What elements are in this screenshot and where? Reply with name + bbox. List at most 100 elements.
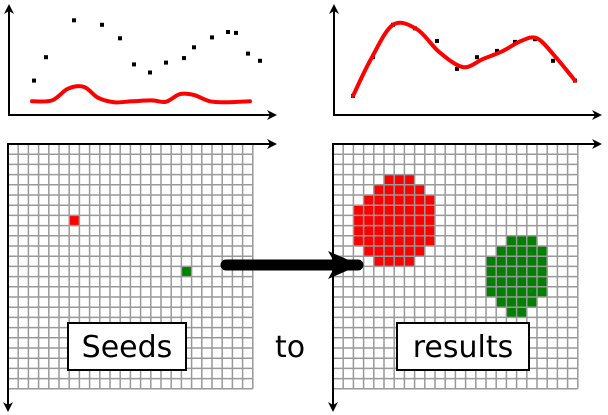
grid-cell <box>424 225 435 236</box>
grid-cell <box>516 286 527 297</box>
grid-cell <box>486 286 497 297</box>
grid-cell <box>404 246 415 257</box>
grid-cell <box>373 215 384 226</box>
plot-dot <box>148 70 152 75</box>
left-plot-dots <box>32 18 262 83</box>
plot-dot <box>455 66 459 71</box>
plot-dot <box>118 36 122 41</box>
grid-cell <box>394 256 405 267</box>
grid-cell <box>486 276 497 287</box>
grid-cell <box>384 256 395 267</box>
grid-cell <box>516 246 527 257</box>
left-plot <box>3 4 277 120</box>
plot-dot <box>495 48 499 53</box>
grid-cell <box>526 235 537 246</box>
grid-cell <box>373 256 384 267</box>
grid-cell <box>496 286 507 297</box>
plot-dot <box>132 62 136 67</box>
grid-cell <box>496 266 507 277</box>
grid-cell <box>526 246 537 257</box>
grid-cell <box>486 256 497 267</box>
grid-cell <box>384 205 395 216</box>
results-label-box: results <box>396 322 530 371</box>
grid-cell <box>424 215 435 226</box>
grid-cell <box>537 266 548 277</box>
grid-cell <box>516 297 527 308</box>
grid-cell <box>414 184 425 195</box>
grid-cell <box>404 184 415 195</box>
grid-cell <box>506 256 517 267</box>
grid-cell <box>394 184 405 195</box>
grid-cell <box>404 225 415 236</box>
grid-cell <box>404 256 415 267</box>
grid-cell <box>384 195 395 206</box>
seed-cells <box>69 215 192 277</box>
grid-cell <box>353 235 364 246</box>
grid-cell <box>496 256 507 267</box>
grid-cell <box>394 195 405 206</box>
grid-cell <box>496 246 507 257</box>
grid-cell <box>181 266 192 277</box>
right-plot-curve <box>351 20 577 98</box>
grid-cell <box>363 205 374 216</box>
grid-cell <box>537 286 548 297</box>
plot-dot <box>258 58 262 63</box>
grid-cell <box>404 195 415 206</box>
grid-cell <box>516 307 527 318</box>
grid-cell <box>506 276 517 287</box>
plot-dot <box>72 18 76 23</box>
grid-cell <box>537 256 548 267</box>
grid-cell <box>526 297 537 308</box>
grid-cell <box>516 256 527 267</box>
grid-cell <box>363 246 374 257</box>
grid-cell <box>424 235 435 246</box>
plot-dot <box>246 51 250 56</box>
grid-cell <box>506 235 517 246</box>
grid-cell <box>394 215 405 226</box>
grid-cell <box>516 276 527 287</box>
grid-cell <box>363 195 374 206</box>
result-cells <box>353 174 548 318</box>
grid-cell <box>373 246 384 257</box>
grid-cell <box>506 246 517 257</box>
grid-cell <box>373 225 384 236</box>
grid-cell <box>353 205 364 216</box>
grid-cell <box>404 205 415 216</box>
grid-cell <box>384 225 395 236</box>
grid-cell <box>394 174 405 185</box>
grid-cell <box>384 246 395 257</box>
plot-dot <box>551 58 555 63</box>
grid-cell <box>414 215 425 226</box>
plot-dot <box>192 45 196 50</box>
left-plot-curve <box>30 84 252 105</box>
grid-cell <box>69 215 80 226</box>
plot-dot <box>32 78 36 83</box>
grid-cell <box>496 297 507 308</box>
grid-cell <box>526 276 537 287</box>
plot-dot <box>226 30 230 34</box>
grid-cell <box>363 215 374 226</box>
grid-cell <box>424 195 435 206</box>
right-plot <box>329 4 602 120</box>
grid-cell <box>404 215 415 226</box>
grid-cell <box>526 256 537 267</box>
grid-cell <box>506 266 517 277</box>
grid-cell <box>394 225 405 236</box>
plot-dot <box>182 56 186 61</box>
grid-cell <box>363 235 374 246</box>
results-label: results <box>413 330 514 365</box>
grid-cell <box>506 307 517 318</box>
plot-dot <box>210 35 214 40</box>
grid-cell <box>424 205 435 216</box>
grid-cell <box>353 225 364 236</box>
grid-cell <box>394 235 405 246</box>
grid-cell <box>414 235 425 246</box>
seeds-label: Seeds <box>82 330 173 365</box>
plot-dot <box>435 39 439 43</box>
seeds-grid <box>3 139 277 412</box>
grid-cell <box>373 195 384 206</box>
plot-dot <box>234 30 238 35</box>
grid-cell <box>384 235 395 246</box>
grid-cell <box>516 266 527 277</box>
